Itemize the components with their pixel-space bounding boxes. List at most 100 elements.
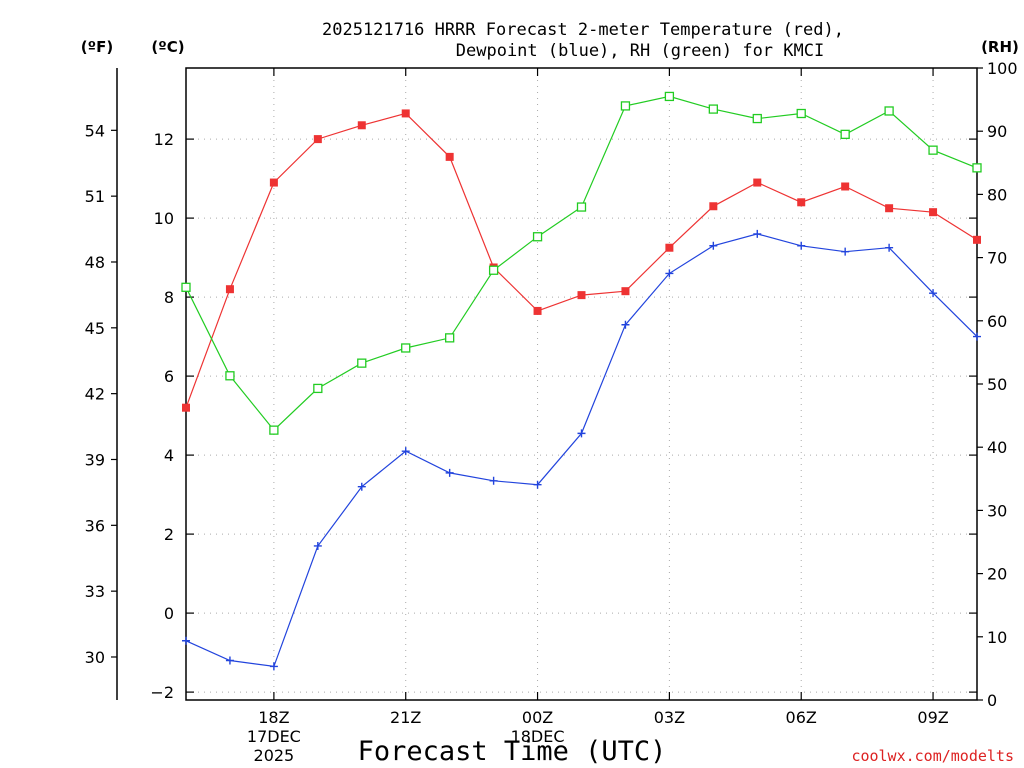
axes: −2 0 2 4 6 8 10 12 30 33 36 39 42 45 48 51 54 0 10 20 30 40 50… [85,59,1018,765]
rh-tick-label: 70 [987,249,1007,268]
rh-point [357,358,367,368]
fahrenheit-tick-label: 42 [85,385,105,404]
series [181,91,982,671]
rh-tick-label: 40 [987,438,1007,457]
celsius-tick-label: 4 [164,446,174,465]
x-tick-label: 03Z [654,708,685,727]
temperature-point [225,285,234,294]
dewpoint-point [445,468,454,477]
x-tick-label: 17DEC [247,727,301,746]
rh-point [401,343,411,353]
temperature-point [445,152,454,161]
rh-tick-label: 50 [987,375,1007,394]
dewpoint-point [577,429,586,438]
plot-frame [185,67,978,701]
dewpoint-point [753,229,762,238]
fahrenheit-tick-label: 36 [85,516,105,535]
temperature-point [753,178,762,187]
grid [186,68,977,700]
rh-point [972,163,982,173]
fahrenheit-tick-label: 51 [85,187,105,206]
dewpoint-point [665,269,674,278]
dewpoint-point [489,476,498,485]
rh-point [708,104,718,114]
rh-tick-label: 80 [987,185,1007,204]
x-tick-label: 06Z [786,708,817,727]
celsius-tick-label: 12 [154,130,174,149]
temperature-point [841,182,850,191]
temperature-point [885,204,894,213]
fahrenheit-tick-label: 33 [85,582,105,601]
rh-point [840,129,850,140]
x-tick-label: 18Z [258,708,289,727]
temperature-point [533,306,542,315]
rh-point [576,202,587,212]
dewpoint-point [709,241,718,250]
fahrenheit-tick-label: 48 [85,253,105,272]
fahrenheit-tick-label: 39 [85,450,105,469]
temperature-point [357,121,366,130]
rh-point [620,101,631,111]
dewpoint-point [357,482,366,491]
dewpoint-point [313,541,322,550]
rh-tick-label: 60 [987,312,1007,331]
dewpoint-point [841,247,850,256]
celsius-tick-label: 2 [164,525,174,544]
temperature-point [797,198,806,207]
dewpoint-point [225,656,234,665]
chart-title-line1: 2025121716 HRRR Forecast 2-meter Tempera… [322,20,844,40]
dewpoint-point [929,289,938,298]
rh-point [796,108,806,119]
rh-point [445,333,455,343]
celsius-tick-label: 0 [164,604,174,623]
temperature-point [269,178,278,187]
dewpoint-point [182,636,190,645]
dewpoint-point [533,480,542,489]
rh-point [488,265,499,275]
celsius-tick-label: 8 [164,288,174,307]
temperature-point [621,287,630,296]
rh-point [664,91,675,102]
dewpoint-point [797,241,806,250]
fahrenheit-tick-label: 54 [85,121,105,140]
fahrenheit-tick-label: 30 [85,648,105,667]
temperature-point [401,109,410,118]
fahrenheit-tick-label: 45 [85,319,105,338]
rh-tick-label: 20 [987,565,1007,584]
x-tick-label: 00Z [522,708,553,727]
temperature-point [709,202,718,211]
chart-title-line2: Dewpoint (blue), RH (green) for KMCI [456,41,824,61]
x-tick-label: 2025 [254,746,295,765]
x-axis-title: Forecast Time (UTC) [358,736,667,767]
celsius-tick-label: 10 [154,209,174,228]
rh-point [928,145,938,155]
rh-line [185,95,978,431]
rh-point [269,425,279,435]
rh-point [225,371,235,381]
credit-text: coolwx.com/modelts [851,747,1014,765]
rh-tick-label: 90 [987,122,1007,141]
temperature-point [313,135,322,144]
temperature-point [929,208,938,217]
rh-point [884,106,894,116]
temperature-point [182,403,190,412]
dewpoint-point [973,332,981,341]
x-tick-label: 09Z [917,708,948,727]
temperature-line [185,112,978,408]
temperature-point [665,243,674,252]
rh-point [181,282,191,292]
rh-tick-label: 10 [987,628,1007,647]
celsius-tick-label: 6 [164,367,174,386]
rh-tick-label: 0 [987,691,997,710]
dewpoint-point [401,447,410,456]
dewpoint-point [269,662,278,671]
rh-point [752,113,762,124]
fahrenheit-unit-label: (ºF) [81,38,113,56]
temperature-point [577,291,586,300]
rh-tick-label: 30 [987,501,1007,520]
dewpoint-point [885,243,894,252]
rh-tick-label: 100 [987,59,1018,78]
x-tick-label: 21Z [390,708,421,727]
x-tick-label: 18DEC [511,727,565,746]
